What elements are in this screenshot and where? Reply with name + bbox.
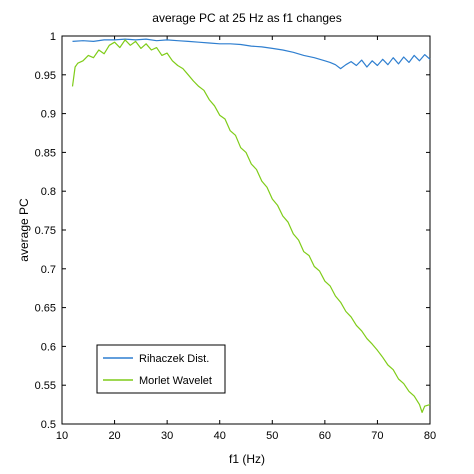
y-tick-label: 0.55 xyxy=(35,380,56,392)
x-tick-label: 80 xyxy=(424,430,436,442)
series-line-rihaczek xyxy=(72,38,431,70)
legend-label: Rihaczek Dist. xyxy=(139,353,209,365)
legend-box xyxy=(96,344,226,394)
plot-area: 10 20 30 40 50 60 70 80 0.5 0.55 0.6 0.65 0.7 0.75 0.8… xyxy=(35,31,437,442)
x-axis-title: f1 (Hz) xyxy=(229,452,265,466)
y-tick-label: 0.5 xyxy=(41,419,56,431)
y-axis-title: average PC xyxy=(17,198,31,262)
legend-label: Morlet Wavelet xyxy=(139,375,212,387)
y-tick-label: 0.75 xyxy=(35,225,56,237)
x-tick-label: 40 xyxy=(214,430,226,442)
x-tick-label: 50 xyxy=(266,430,278,442)
x-tick-label: 60 xyxy=(319,430,331,442)
x-tick-label: 70 xyxy=(371,430,383,442)
y-tick-label: 0.8 xyxy=(41,186,56,198)
y-tick-label: 1 xyxy=(50,31,56,43)
y-tick-label: 0.65 xyxy=(35,303,56,315)
y-tick-label: 0.6 xyxy=(41,341,56,353)
y-tick-label: 0.9 xyxy=(41,109,56,121)
y-tick-label: 0.7 xyxy=(41,264,56,276)
series-line-morlet xyxy=(71,39,431,413)
x-tick-label: 10 xyxy=(56,430,68,442)
chart-title: average PC at 25 Hz as f1 changes xyxy=(152,11,341,25)
y-tick-label: 0.95 xyxy=(35,70,56,82)
y-tick-label: 0.85 xyxy=(35,147,56,159)
x-tick-label: 20 xyxy=(108,430,120,442)
x-tick-label: 30 xyxy=(161,430,173,442)
